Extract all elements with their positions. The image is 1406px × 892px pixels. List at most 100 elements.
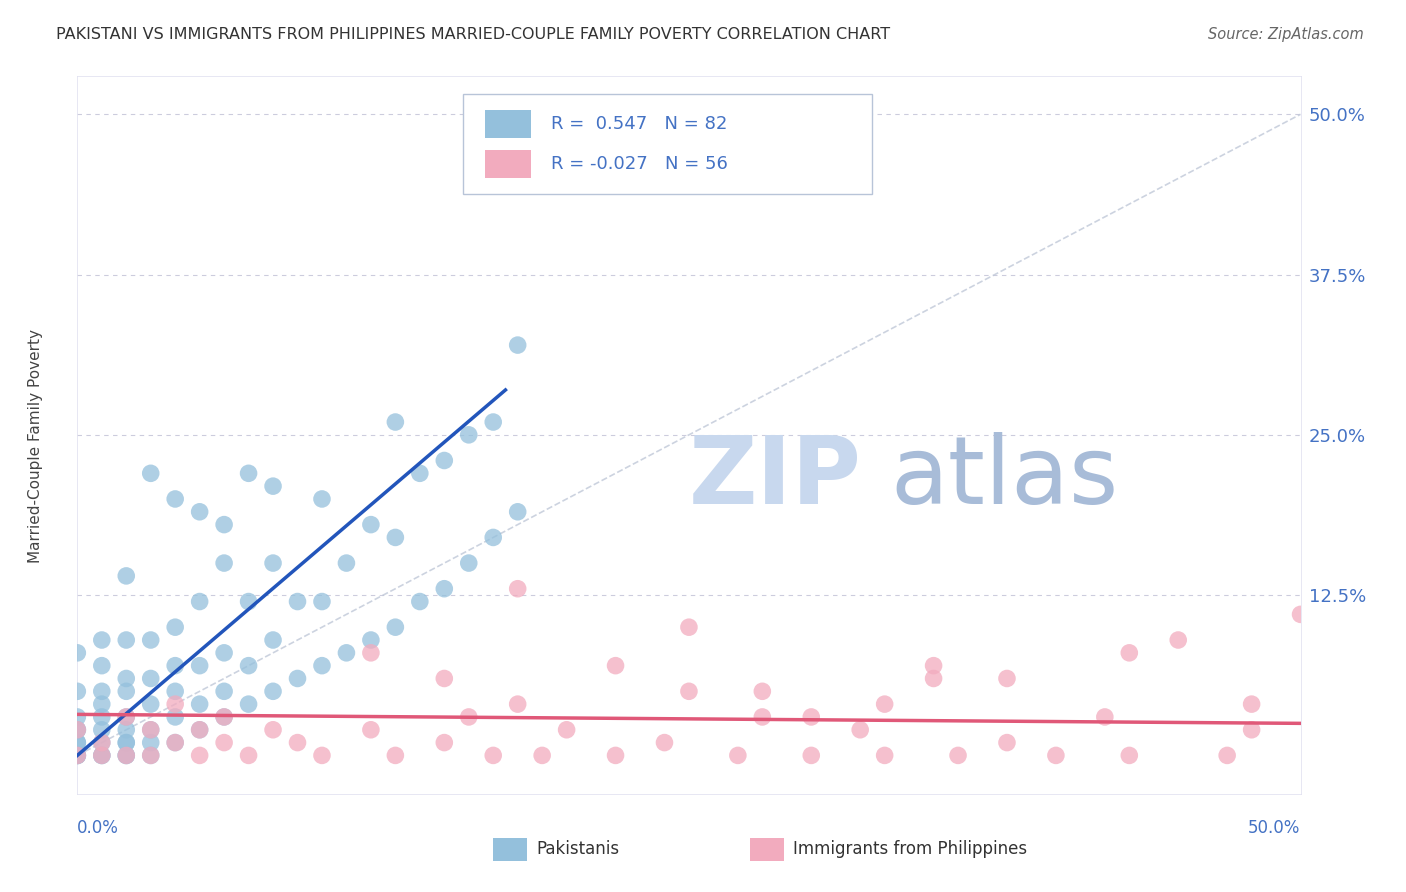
Point xyxy=(922,672,945,686)
FancyBboxPatch shape xyxy=(463,94,873,194)
Point xyxy=(139,672,162,686)
Point xyxy=(384,748,406,763)
Point xyxy=(188,723,211,737)
Point xyxy=(457,556,479,570)
Point xyxy=(262,723,284,737)
Text: Immigrants from Philippines: Immigrants from Philippines xyxy=(793,840,1026,858)
Point xyxy=(212,710,235,724)
Point xyxy=(1167,633,1189,648)
Point xyxy=(506,697,529,711)
Point xyxy=(238,697,260,711)
Point xyxy=(433,453,456,467)
Point xyxy=(409,594,432,608)
Point xyxy=(165,735,187,749)
Point xyxy=(139,723,162,737)
Point xyxy=(188,505,211,519)
Point xyxy=(66,748,89,763)
Point xyxy=(90,684,112,698)
Point xyxy=(90,633,112,648)
Point xyxy=(188,697,211,711)
Point xyxy=(531,748,554,763)
Point xyxy=(66,646,89,660)
Point xyxy=(1240,723,1263,737)
Point xyxy=(238,467,260,481)
Point xyxy=(238,594,260,608)
Point xyxy=(1216,748,1239,763)
Point xyxy=(433,582,456,596)
Point xyxy=(165,684,187,698)
Point xyxy=(165,697,187,711)
Bar xyxy=(494,838,527,861)
Point xyxy=(433,735,456,749)
Point xyxy=(115,735,138,749)
Point xyxy=(139,723,162,737)
Point xyxy=(212,684,235,698)
Text: Married-Couple Family Poverty: Married-Couple Family Poverty xyxy=(28,329,42,563)
Point xyxy=(139,748,162,763)
Point xyxy=(212,646,235,660)
Point xyxy=(115,748,138,763)
Point xyxy=(115,569,138,583)
Text: 0.0%: 0.0% xyxy=(77,819,120,837)
Point xyxy=(90,735,112,749)
Point xyxy=(751,684,773,698)
Text: ZIP: ZIP xyxy=(689,432,862,524)
Point xyxy=(849,723,872,737)
Point xyxy=(212,556,235,570)
Point xyxy=(212,735,235,749)
Point xyxy=(800,710,823,724)
Bar xyxy=(751,838,785,861)
Point xyxy=(90,748,112,763)
Point xyxy=(457,428,479,442)
Point xyxy=(262,556,284,570)
Point xyxy=(139,467,162,481)
Text: atlas: atlas xyxy=(891,432,1119,524)
Point xyxy=(115,735,138,749)
Text: R = -0.027   N = 56: R = -0.027 N = 56 xyxy=(551,155,727,173)
Point xyxy=(457,710,479,724)
Point xyxy=(188,658,211,673)
Point xyxy=(115,723,138,737)
Point xyxy=(751,710,773,724)
Point xyxy=(1118,646,1140,660)
Point xyxy=(384,620,406,634)
Point xyxy=(115,633,138,648)
Point xyxy=(115,684,138,698)
Point xyxy=(139,748,162,763)
Point xyxy=(678,684,700,698)
Point xyxy=(115,748,138,763)
Point xyxy=(873,748,896,763)
Point xyxy=(995,672,1018,686)
Point xyxy=(433,672,456,686)
Text: Pakistanis: Pakistanis xyxy=(536,840,619,858)
Point xyxy=(1240,697,1263,711)
Point xyxy=(212,710,235,724)
Point xyxy=(727,748,749,763)
Point xyxy=(66,735,89,749)
Point xyxy=(506,582,529,596)
Point xyxy=(311,594,333,608)
Bar xyxy=(485,111,531,137)
Point xyxy=(165,710,187,724)
Point xyxy=(678,620,700,634)
Point xyxy=(995,735,1018,749)
Point xyxy=(90,723,112,737)
Point xyxy=(555,723,578,737)
Point xyxy=(90,748,112,763)
Point xyxy=(1045,748,1067,763)
Point xyxy=(311,658,333,673)
Point xyxy=(360,633,382,648)
Point xyxy=(605,658,627,673)
Point xyxy=(287,594,309,608)
Point xyxy=(66,710,89,724)
Point xyxy=(311,748,333,763)
Point xyxy=(506,505,529,519)
Text: 50.0%: 50.0% xyxy=(1249,819,1301,837)
Point xyxy=(139,697,162,711)
Point xyxy=(482,530,505,544)
Point xyxy=(506,338,529,352)
Point xyxy=(139,633,162,648)
Point xyxy=(384,530,406,544)
Point xyxy=(605,748,627,763)
Point xyxy=(311,491,333,506)
